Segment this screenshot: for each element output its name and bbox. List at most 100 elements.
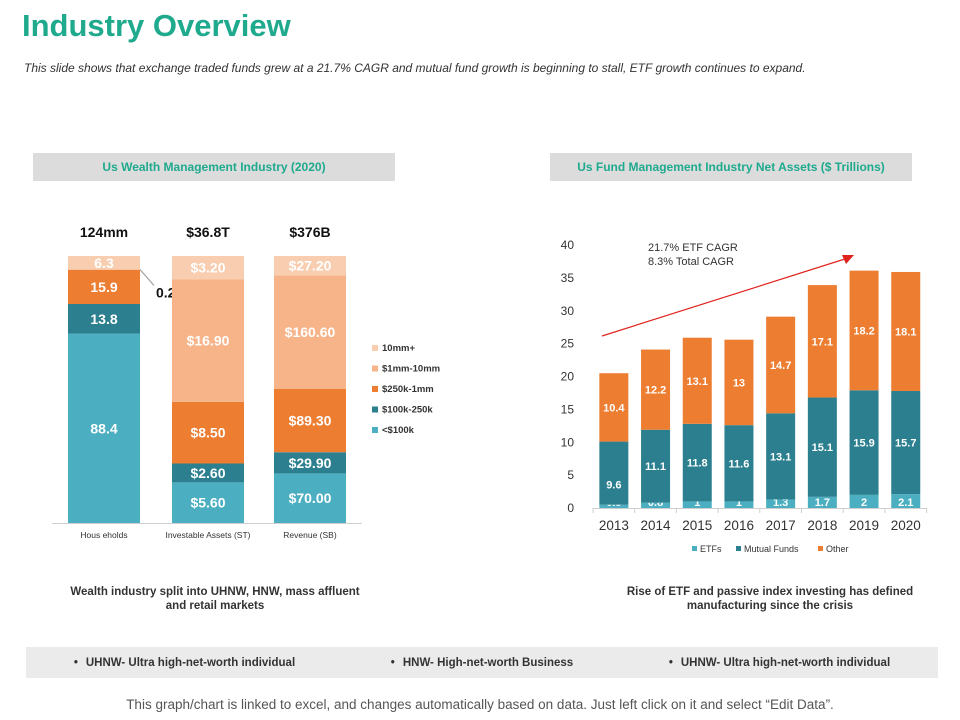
- data-label: 17.1: [812, 336, 833, 348]
- y-tick-label: 10: [561, 435, 575, 449]
- data-label: $8.50: [190, 425, 225, 441]
- bar-segment: [891, 271, 921, 391]
- data-label-leader: [139, 269, 155, 286]
- bar-segment: [172, 463, 244, 483]
- data-label: 15.9: [90, 279, 117, 295]
- bar-segment: [274, 473, 346, 523]
- bar-segment: [599, 373, 629, 442]
- right-panel-header: Us Fund Management Industry Net Assets (…: [550, 153, 912, 181]
- bar-segment: [766, 499, 796, 508]
- fund-net-assets-chart: 05101520253035400.59.610.420130.811.112.…: [561, 238, 928, 554]
- bar-segment: [599, 441, 629, 505]
- bar-segment: [766, 316, 796, 414]
- y-tick-label: 30: [561, 304, 575, 318]
- legend-label: <$100k: [382, 425, 415, 436]
- bar-segment: [172, 256, 244, 280]
- y-tick-label: 35: [561, 271, 575, 285]
- legend-label: $100k-250k: [382, 405, 433, 416]
- legend-label: Mutual Funds: [744, 544, 799, 554]
- left-panel-header: Us Wealth Management Industry (2020): [33, 153, 395, 181]
- data-label: 13.1: [770, 451, 791, 463]
- legend-label: ETFs: [700, 544, 722, 554]
- legend-swatch: [692, 546, 697, 551]
- wealth-management-chart: 124mm Hous eholds 88.4 13.8 15.9 0.2 6.3 $36.8T…: [52, 224, 440, 540]
- legend-swatch: [372, 386, 378, 392]
- y-tick-label: 20: [561, 370, 575, 384]
- legend-swatch: [372, 365, 378, 372]
- bar-segment: [68, 269, 140, 304]
- bar-segment: [849, 390, 879, 495]
- bar-segment: [641, 502, 671, 508]
- legend-swatch: [736, 546, 741, 551]
- legend-label: $250k-1mm: [382, 384, 434, 395]
- data-label: 15.7: [895, 438, 916, 450]
- data-label: $70.00: [289, 490, 332, 506]
- bar-segment: [274, 256, 346, 276]
- left-panel-caption: Wealth industry split into UHNW, HNW, ma…: [70, 586, 360, 612]
- definitions-bar: UHNW- Ultra high-net-worth individual HN…: [26, 647, 938, 678]
- bar-segment: [172, 482, 244, 523]
- data-label: 11.6: [729, 458, 750, 470]
- y-tick-label: 15: [561, 402, 575, 416]
- data-label: 6.3: [94, 255, 114, 271]
- x-tick-label: 2017: [766, 518, 796, 533]
- data-label: $2.60: [190, 465, 225, 481]
- cagr-arrow-head: [842, 255, 854, 264]
- data-label: $3.20: [190, 260, 225, 276]
- data-label: 14.7: [770, 360, 791, 372]
- data-label: 11.1: [645, 461, 666, 473]
- data-label: 1: [736, 497, 742, 509]
- x-tick-label: 2020: [891, 518, 921, 533]
- data-label: 9.6: [606, 480, 621, 492]
- data-label: 18.2: [853, 325, 874, 337]
- bar-segment: [68, 256, 140, 270]
- legend-swatch: [372, 345, 378, 351]
- legend-label: $1mm-10mm: [382, 364, 440, 375]
- legend-swatch: [372, 427, 378, 433]
- bar-segment: [172, 279, 244, 402]
- bar-segment: [599, 504, 629, 508]
- cagr-arrow: [601, 257, 849, 337]
- bar-segment: [641, 429, 671, 503]
- bar-segment: [682, 423, 712, 502]
- definition-item: UHNW- Ultra high-net-worth individual: [74, 657, 295, 669]
- y-tick-label: 0: [567, 501, 574, 515]
- data-label: $89.30: [289, 413, 332, 429]
- y-tick-label: 40: [561, 238, 575, 252]
- x-tick-label: Investable Assets (ST): [165, 530, 250, 540]
- bar-segment: [724, 501, 754, 508]
- footer-note: This graph/chart is linked to excel, and…: [126, 697, 834, 712]
- data-label: 11.8: [687, 458, 708, 470]
- bar-segment: [682, 501, 712, 508]
- bar-segment: [641, 349, 671, 430]
- data-label: 88.4: [90, 420, 117, 436]
- data-label: 2: [861, 497, 867, 509]
- legend-label: 10mm+: [382, 343, 415, 354]
- data-label: 1: [694, 497, 700, 509]
- bar-segment: [274, 452, 346, 474]
- bar-segment: [891, 390, 921, 495]
- data-label: 1.7: [815, 497, 830, 509]
- data-label: 1.3: [773, 497, 788, 509]
- right-panel-caption: Rise of ETF and passive index investing …: [626, 586, 914, 612]
- bar-segment: [274, 275, 346, 390]
- annotation-text: 8.3% Total CAGR: [648, 256, 734, 268]
- definition-item: UHNW- Ultra high-net-worth individual: [669, 657, 890, 669]
- bar-segment: [682, 337, 712, 424]
- data-label: $29.90: [289, 455, 332, 471]
- page-subtitle: This slide shows that exchange traded fu…: [24, 61, 806, 75]
- y-tick-label: 5: [567, 468, 574, 482]
- bar-segment: [807, 397, 837, 497]
- data-label: 10.4: [603, 402, 625, 414]
- data-label: 12.2: [645, 385, 666, 397]
- bar-total-label: $36.8T: [186, 224, 230, 240]
- bar-segment: [807, 285, 837, 398]
- bar-segment: [68, 333, 140, 523]
- x-tick-label: 2016: [724, 518, 754, 533]
- bar-segment: [766, 413, 796, 500]
- x-tick-label: 2015: [682, 518, 712, 533]
- bar-total-label: $376B: [289, 224, 330, 240]
- x-tick-label: 2014: [641, 518, 672, 533]
- annotation-text: 21.7% ETF CAGR: [648, 242, 738, 254]
- data-label: 0.2: [156, 285, 176, 301]
